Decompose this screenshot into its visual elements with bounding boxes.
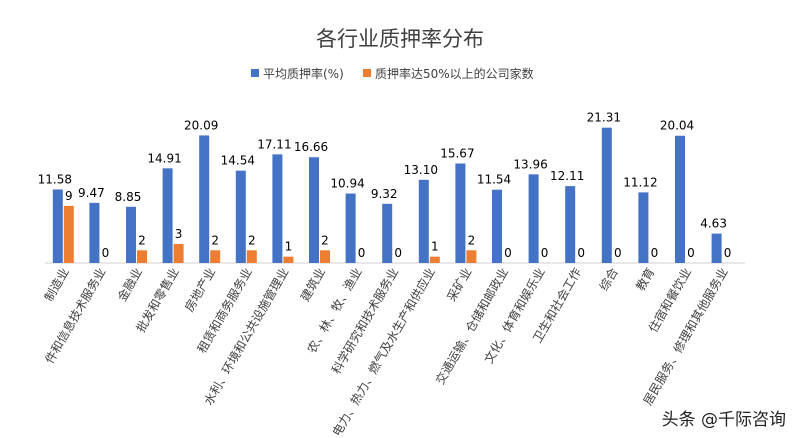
data-label-avg-pledge-rate: 14.91 bbox=[147, 151, 181, 165]
bar-company-count bbox=[246, 250, 257, 263]
chart-title: 各行业质押率分布 bbox=[316, 27, 484, 51]
data-label-company-count: 2 bbox=[321, 233, 329, 247]
data-label-avg-pledge-rate: 4.63 bbox=[700, 217, 727, 231]
category-label: 综合 bbox=[596, 265, 621, 293]
legend-swatch-avg-pledge-rate bbox=[251, 69, 259, 77]
data-label-avg-pledge-rate: 8.85 bbox=[115, 190, 142, 204]
category-label: 科学研究和技术服务业 bbox=[328, 265, 401, 376]
category-label: 教育 bbox=[632, 265, 657, 293]
data-label-avg-pledge-rate: 13.96 bbox=[513, 157, 547, 171]
data-label-company-count: 2 bbox=[211, 233, 219, 247]
bar-avg-pledge-rate bbox=[675, 135, 685, 263]
bar-avg-pledge-rate bbox=[89, 202, 100, 263]
bar-avg-pledge-rate bbox=[52, 189, 63, 263]
data-label-company-count: 0 bbox=[687, 246, 695, 260]
data-label-avg-pledge-rate: 9.32 bbox=[371, 187, 398, 201]
data-label-company-count: 0 bbox=[651, 246, 659, 260]
data-label-company-count: 1 bbox=[431, 240, 439, 254]
data-label-company-count: 0 bbox=[504, 246, 512, 260]
data-label-avg-pledge-rate: 20.09 bbox=[184, 118, 218, 132]
data-label-avg-pledge-rate: 11.54 bbox=[477, 173, 511, 187]
bar-avg-pledge-rate bbox=[199, 135, 210, 263]
bar-company-count bbox=[320, 250, 330, 263]
data-label-avg-pledge-rate: 13.10 bbox=[404, 163, 438, 177]
bar-avg-pledge-rate bbox=[309, 157, 319, 263]
category-label: 制造业 bbox=[42, 266, 72, 304]
watermark-text: 头条 @千际咨询 bbox=[661, 410, 786, 430]
bar-avg-pledge-rate bbox=[418, 179, 429, 263]
data-label-avg-pledge-rate: 14.54 bbox=[221, 154, 255, 168]
data-label-company-count: 0 bbox=[102, 246, 110, 260]
category-label: 金融业 bbox=[114, 265, 145, 304]
bar-avg-pledge-rate bbox=[272, 154, 283, 263]
data-label-company-count: 2 bbox=[468, 233, 476, 247]
category-label: 建筑业 bbox=[297, 265, 328, 304]
bar-avg-pledge-rate bbox=[492, 189, 502, 263]
bar-company-count bbox=[283, 256, 294, 263]
data-label-avg-pledge-rate: 20.04 bbox=[660, 119, 694, 133]
bar-company-count bbox=[173, 243, 184, 263]
data-label-avg-pledge-rate: 11.12 bbox=[623, 175, 657, 189]
data-label-company-count: 0 bbox=[541, 246, 549, 260]
bar-avg-pledge-rate bbox=[565, 186, 576, 263]
legend-swatch-company-count bbox=[363, 69, 371, 77]
data-label-company-count: 0 bbox=[577, 246, 585, 260]
data-label-avg-pledge-rate: 17.11 bbox=[257, 137, 291, 151]
bar-avg-pledge-rate bbox=[382, 203, 393, 263]
data-label-avg-pledge-rate: 12.11 bbox=[550, 169, 584, 183]
bars-group: 11.589 9.4708.85214.91320.09214.54217.111… bbox=[38, 111, 732, 263]
bar-company-count bbox=[210, 250, 221, 263]
legend: 平均质押率(%) 质押率达50%以上的公司家数 bbox=[251, 66, 534, 81]
bar-avg-pledge-rate bbox=[455, 163, 466, 263]
data-label-avg-pledge-rate: 10.94 bbox=[330, 177, 364, 191]
data-label-avg-pledge-rate: 16.66 bbox=[294, 140, 328, 154]
category-label: 采矿业 bbox=[444, 266, 474, 304]
data-label-company-count: 9 bbox=[65, 189, 73, 203]
data-label-avg-pledge-rate: 9.47 bbox=[78, 186, 105, 200]
bar-avg-pledge-rate bbox=[345, 193, 356, 263]
bar-avg-pledge-rate bbox=[126, 206, 136, 263]
data-label-company-count: 1 bbox=[285, 240, 293, 254]
data-label-company-count: 2 bbox=[138, 233, 146, 247]
data-label-company-count: 2 bbox=[248, 233, 256, 247]
bar-company-count bbox=[137, 250, 147, 263]
data-label-avg-pledge-rate: 11.58 bbox=[38, 172, 72, 186]
legend-label-avg-pledge-rate: 平均质押率(%) bbox=[263, 66, 344, 81]
data-label-avg-pledge-rate: 21.31 bbox=[587, 111, 621, 125]
data-label-company-count: 0 bbox=[724, 246, 732, 260]
bar-company-count bbox=[429, 256, 440, 263]
data-label-company-count: 0 bbox=[358, 246, 366, 260]
bar-avg-pledge-rate bbox=[528, 174, 539, 263]
bar-avg-pledge-rate bbox=[711, 233, 722, 263]
bar-company-count bbox=[63, 205, 74, 263]
bar-company-count bbox=[466, 250, 477, 263]
bar-avg-pledge-rate bbox=[638, 192, 649, 263]
data-label-avg-pledge-rate: 15.67 bbox=[440, 146, 474, 160]
bar-avg-pledge-rate bbox=[601, 127, 612, 263]
category-label: 房地产业 bbox=[181, 265, 218, 314]
bar-avg-pledge-rate bbox=[235, 170, 246, 263]
data-label-company-count: 3 bbox=[175, 227, 183, 241]
bar-avg-pledge-rate bbox=[162, 168, 173, 263]
data-label-company-count: 0 bbox=[614, 246, 622, 260]
category-label: 交通运输、仓储和邮政业 bbox=[432, 265, 511, 387]
legend-label-company-count: 质押率达50%以上的公司家数 bbox=[375, 66, 534, 81]
data-label-company-count: 0 bbox=[394, 246, 402, 260]
